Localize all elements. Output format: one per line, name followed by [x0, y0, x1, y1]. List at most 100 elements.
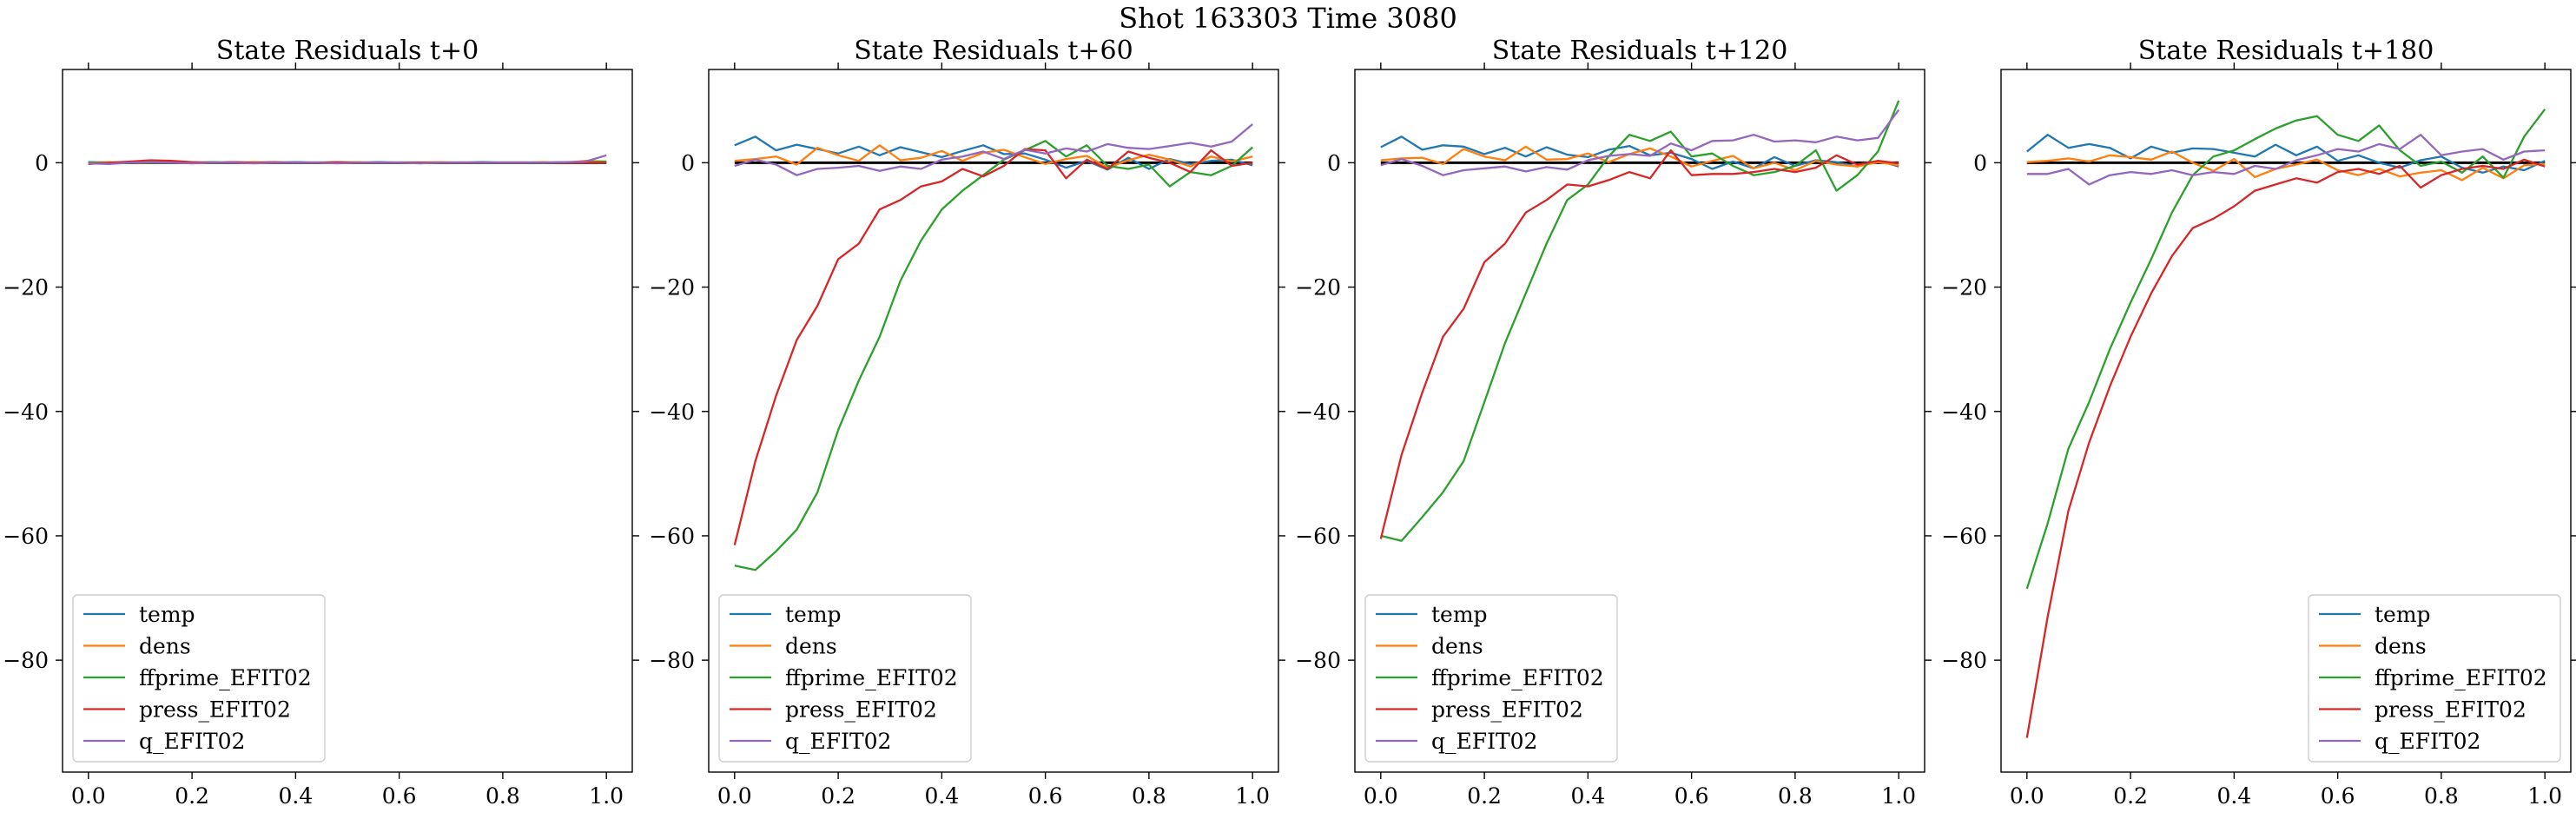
legend-label-ffprime_EFIT02: ffprime_EFIT02 [2375, 665, 2547, 690]
legend-label-dens: dens [2375, 634, 2427, 659]
x-tick-label: 0.8 [1778, 783, 1813, 809]
legend-box [718, 594, 972, 763]
series-line-q_EFIT02 [2026, 134, 2546, 186]
subplot-title: State Residuals t+180 [2138, 36, 2434, 66]
y-tick-label: 0 [35, 150, 49, 175]
legend: temp dens ffprime_EFIT02 press_EFIT02 q_EFIT… [2308, 594, 2561, 763]
x-tick-label: 1.0 [2527, 783, 2562, 809]
legend-label-ffprime_EFIT02: ffprime_EFIT02 [785, 665, 958, 690]
legend-label-dens: dens [785, 634, 837, 659]
y-tick-label: −60 [3, 524, 49, 549]
legend-label-temp: temp [785, 602, 842, 627]
y-tick-label: −20 [1941, 275, 1987, 301]
subplot-0: State Residuals t+0 0.0 0.2 0.4 0.6 0.8 1.0 0 −2… [3, 36, 639, 809]
x-tick-label: 0.0 [717, 783, 752, 809]
series-line-dens [734, 144, 1253, 169]
legend-label-temp: temp [139, 602, 195, 627]
y-tick-label: −40 [3, 400, 49, 425]
x-tick-label: 0.6 [1674, 783, 1709, 809]
legend-label-press_EFIT02: press_EFIT02 [2375, 697, 2526, 723]
x-tick-label: 0.4 [2216, 783, 2251, 809]
x-tick-label: 0.8 [485, 783, 520, 809]
x-tick-label: 0.4 [278, 783, 313, 809]
y-tick-label: −40 [649, 400, 695, 425]
legend-label-temp: temp [2375, 602, 2431, 627]
y-tick-label: 0 [681, 150, 695, 175]
legend-box [72, 594, 326, 763]
y-tick-label: −40 [1941, 400, 1987, 425]
figure-suptitle: Shot 163303 Time 3080 [1119, 2, 1457, 35]
x-tick-label: 0.8 [1132, 783, 1166, 809]
y-tick-label: −60 [1295, 524, 1341, 549]
series-line-press_EFIT02 [1379, 149, 1899, 539]
series-line-q_EFIT02 [1380, 109, 1900, 176]
subplot-title: State Residuals t+0 [216, 36, 479, 66]
legend-label-q_EFIT02: q_EFIT02 [139, 729, 245, 754]
series-line-dens [1380, 145, 1899, 172]
data-lines [2025, 109, 2546, 738]
legend-label-ffprime_EFIT02: ffprime_EFIT02 [139, 665, 312, 690]
legend-box [1364, 594, 1618, 763]
y-tick-label: −60 [649, 524, 695, 549]
series-line-ffprime_EFIT02 [734, 140, 1253, 571]
series-line-temp [2026, 134, 2546, 174]
legend: temp dens ffprime_EFIT02 press_EFIT02 q_EFIT… [718, 594, 972, 763]
legend: temp dens ffprime_EFIT02 press_EFIT02 q_EFIT… [72, 594, 326, 763]
legend-label-dens: dens [1431, 634, 1483, 659]
subplot-title: State Residuals t+60 [854, 36, 1133, 66]
x-tick-label: 0.2 [175, 783, 209, 809]
legend-label-press_EFIT02: press_EFIT02 [139, 697, 291, 723]
legend-label-dens: dens [139, 634, 191, 659]
x-tick-label: 0.0 [1364, 783, 1398, 809]
x-tick-label: 0.2 [2113, 783, 2148, 809]
series-line-q_EFIT02 [88, 154, 607, 165]
y-tick-label: 0 [1973, 150, 1987, 175]
legend-label-q_EFIT02: q_EFIT02 [1431, 729, 1537, 754]
series-line-press_EFIT02 [733, 148, 1253, 545]
legend-box [2308, 594, 2561, 763]
legend-label-q_EFIT02: q_EFIT02 [785, 729, 891, 754]
series-line-press_EFIT02 [2025, 158, 2546, 738]
axes-frame [2000, 69, 2572, 773]
y-tick-label: −20 [1295, 275, 1341, 301]
y-tick-label: −80 [3, 648, 49, 673]
y-tick-label: −40 [1295, 400, 1341, 425]
x-tick-label: 1.0 [1235, 783, 1270, 809]
x-tick-label: 0.0 [71, 783, 106, 809]
data-lines [733, 123, 1253, 571]
y-tick-label: −60 [1941, 524, 1987, 549]
axes-frame [62, 69, 633, 773]
x-tick-label: 0.8 [2424, 783, 2459, 809]
x-tick-label: 0.2 [1467, 783, 1502, 809]
x-tick-label: 0.6 [1028, 783, 1063, 809]
legend-label-ffprime_EFIT02: ffprime_EFIT02 [1431, 665, 1604, 690]
y-tick-label: −80 [1941, 648, 1987, 673]
y-tick-label: −80 [1295, 648, 1341, 673]
x-tick-label: 0.4 [1570, 783, 1605, 809]
legend-label-press_EFIT02: press_EFIT02 [785, 697, 937, 723]
series-line-ffprime_EFIT02 [1380, 100, 1900, 542]
subplot-3: State Residuals t+180 0.0 0.2 0.4 0.6 0.8 1.0 0… [1941, 36, 2576, 809]
x-tick-label: 0.4 [924, 783, 959, 809]
x-tick-label: 0.6 [2321, 783, 2355, 809]
data-lines [1379, 100, 1900, 542]
legend: temp dens ffprime_EFIT02 press_EFIT02 q_EFIT… [1364, 594, 1618, 763]
axes-frame [708, 69, 1279, 773]
x-tick-label: 0.6 [382, 783, 417, 809]
subplot-1: State Residuals t+60 0.0 0.2 0.4 0.6 0.8 1.0 0 −… [649, 36, 1285, 809]
axes-frame [1354, 69, 1925, 773]
x-tick-label: 0.2 [821, 783, 855, 809]
subplot-title: State Residuals t+120 [1492, 36, 1788, 66]
subplot-2: State Residuals t+120 0.0 0.2 0.4 0.6 0.8 1.0 0… [1295, 36, 1932, 809]
legend-label-temp: temp [1431, 602, 1488, 627]
y-tick-label: 0 [1327, 150, 1341, 175]
data-lines [88, 154, 607, 165]
y-tick-label: −20 [649, 275, 695, 301]
x-tick-label: 0.0 [2010, 783, 2044, 809]
legend-label-press_EFIT02: press_EFIT02 [1431, 697, 1583, 723]
legend-label-q_EFIT02: q_EFIT02 [2375, 729, 2480, 754]
y-tick-label: −20 [3, 275, 49, 301]
series-line-q_EFIT02 [734, 123, 1253, 176]
